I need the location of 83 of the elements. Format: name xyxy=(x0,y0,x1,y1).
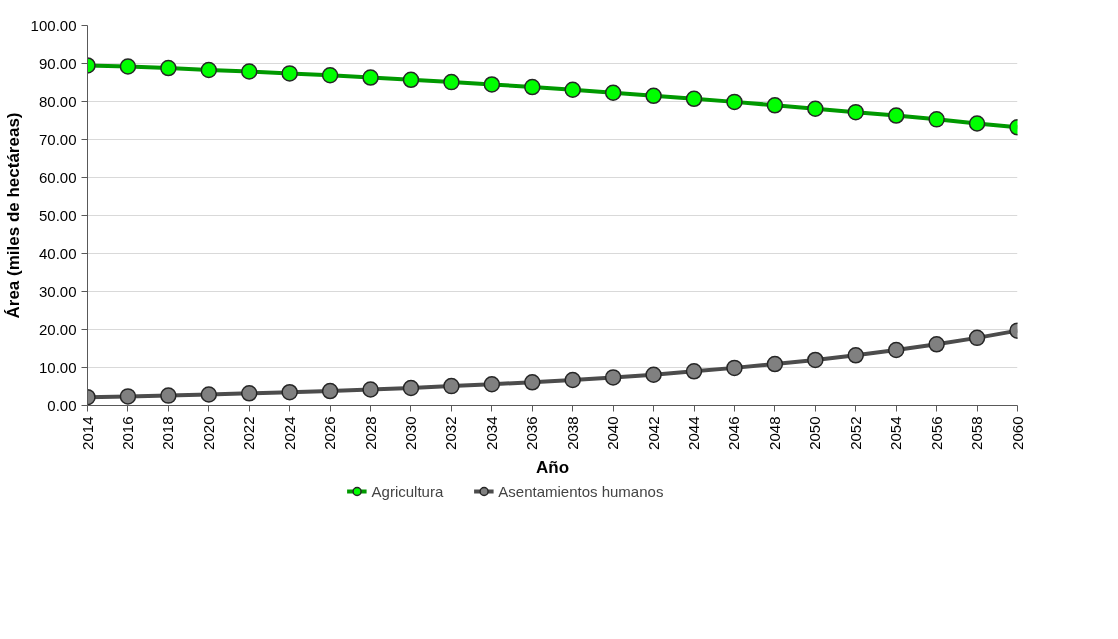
point xyxy=(200,386,218,403)
point xyxy=(281,65,298,82)
point xyxy=(928,111,945,128)
point xyxy=(240,385,258,402)
y-tick-label: 10.00 xyxy=(38,358,77,376)
point xyxy=(119,58,137,75)
x-tick-label: 2044 xyxy=(685,416,703,450)
point xyxy=(483,375,501,393)
x-tick-label: 2056 xyxy=(927,416,945,450)
point xyxy=(362,69,379,86)
y-tick-label: 40.00 xyxy=(38,244,77,262)
x-tick-label: 2052 xyxy=(846,416,864,450)
x-tick-label: 2040 xyxy=(604,416,622,450)
point xyxy=(524,78,541,96)
point xyxy=(281,383,298,401)
point xyxy=(564,371,581,389)
point xyxy=(604,84,622,101)
point xyxy=(604,369,622,386)
x-tick-label: 2042 xyxy=(644,416,662,450)
y-axis-title: Área (miles de hectáreas) xyxy=(3,112,23,319)
point xyxy=(402,379,420,397)
x-tick-label: 2032 xyxy=(442,416,460,450)
point xyxy=(887,341,905,359)
point xyxy=(685,90,703,108)
point xyxy=(928,336,945,353)
point xyxy=(847,103,865,121)
point xyxy=(766,97,784,114)
point xyxy=(645,87,662,105)
point xyxy=(200,61,218,79)
x-tick-label: 2048 xyxy=(765,416,783,450)
x-tick-label: 2016 xyxy=(118,416,136,450)
x-tick-label: 2058 xyxy=(968,416,986,450)
point xyxy=(119,388,137,405)
x-tick-label: 2030 xyxy=(401,416,419,450)
x-tick-label: 2020 xyxy=(199,416,217,450)
point xyxy=(362,381,379,398)
y-tick-label: 50.00 xyxy=(38,206,77,224)
y-tick-label: 100.00 xyxy=(30,16,77,34)
point xyxy=(968,115,986,132)
point xyxy=(887,107,905,124)
point xyxy=(564,81,581,98)
x-tick-label: 2060 xyxy=(1008,416,1026,450)
x-tick-label: 2024 xyxy=(280,416,298,450)
point xyxy=(685,363,703,380)
point xyxy=(402,71,420,89)
point xyxy=(240,63,258,80)
point xyxy=(807,351,824,369)
legend-label: Agricultura xyxy=(371,482,444,500)
point xyxy=(321,67,339,84)
point xyxy=(443,377,460,395)
point xyxy=(968,329,986,347)
y-tick-label: 20.00 xyxy=(38,320,77,338)
point xyxy=(847,347,865,364)
x-tick-label: 2036 xyxy=(523,416,541,450)
x-tick-label: 2022 xyxy=(240,416,258,450)
x-axis-title: Año xyxy=(535,457,570,477)
x-tick-label: 2046 xyxy=(725,416,743,450)
point xyxy=(160,59,177,77)
point xyxy=(443,73,460,91)
x-tick-label: 2014 xyxy=(78,416,96,450)
point xyxy=(160,387,177,404)
point xyxy=(726,359,743,377)
x-tick-label: 2050 xyxy=(806,416,824,450)
y-tick-label: 80.00 xyxy=(38,92,77,110)
y-tick-label: 30.00 xyxy=(38,282,77,300)
x-tick-label: 2034 xyxy=(482,416,500,450)
point xyxy=(766,355,784,373)
point xyxy=(321,382,339,400)
x-tick-label: 2038 xyxy=(563,416,581,450)
point xyxy=(645,366,662,383)
x-tick-label: 2054 xyxy=(887,416,905,450)
point xyxy=(807,100,824,117)
point xyxy=(524,374,541,391)
point xyxy=(726,93,743,111)
y-tick-label: 70.00 xyxy=(38,130,77,148)
x-tick-label: 2026 xyxy=(321,416,339,450)
x-tick-label: 2018 xyxy=(159,416,177,450)
y-tick-label: 0.00 xyxy=(47,396,77,414)
x-tick-label: 2028 xyxy=(361,416,379,450)
y-tick-label: 60.00 xyxy=(38,168,77,186)
y-tick-label: 90.00 xyxy=(38,54,77,72)
legend-label: Asentamientos humanos xyxy=(498,482,664,500)
point xyxy=(483,76,501,93)
